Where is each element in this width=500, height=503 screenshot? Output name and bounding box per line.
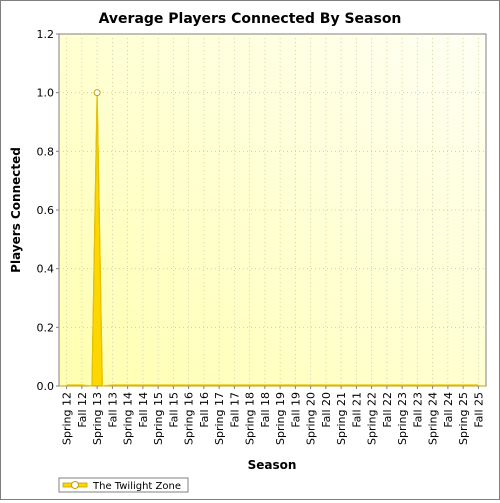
y-tick-label: 0.4 — [37, 263, 55, 276]
x-tick-label: Fall 24 — [442, 392, 455, 428]
y-tick-label: 0.0 — [37, 380, 55, 393]
x-tick-label: Spring 12 — [61, 392, 74, 445]
x-tick-label: Fall 22 — [381, 392, 394, 428]
x-tick-label: Spring 19 — [274, 392, 287, 445]
x-tick-label: Fall 12 — [76, 392, 89, 428]
y-tick-label: 0.6 — [37, 204, 55, 217]
y-tick-label: 1.0 — [37, 87, 55, 100]
x-tick-label: Spring 25 — [457, 392, 470, 445]
x-tick-label: Fall 25 — [472, 392, 485, 428]
x-axis-label: Season — [248, 458, 297, 472]
legend-box — [58, 477, 189, 493]
x-tick-label: Fall 18 — [259, 392, 272, 428]
x-tick-label: Spring 24 — [427, 392, 440, 445]
x-tick-label: Fall 19 — [289, 392, 302, 428]
series-line — [66, 92, 479, 387]
y-tick-label: 1.2 — [37, 28, 55, 41]
x-tick-label: Fall 21 — [350, 392, 363, 428]
x-tick-label: Spring 16 — [183, 392, 196, 445]
plot-area — [58, 33, 487, 387]
x-tick-label: Fall 23 — [411, 392, 424, 428]
x-tick-label: Spring 15 — [152, 392, 165, 445]
x-tick-label: Spring 17 — [213, 392, 226, 445]
legend-marker — [71, 481, 79, 489]
legend: The Twilight Zone — [58, 477, 189, 493]
x-tick-label: Spring 14 — [122, 392, 135, 445]
y-tick-label: 0.2 — [37, 321, 55, 334]
x-tick-label: Fall 13 — [106, 392, 119, 428]
x-tick-label: Fall 17 — [228, 392, 241, 428]
x-tick-label: Spring 22 — [366, 392, 379, 445]
x-tick-label: Spring 21 — [335, 392, 348, 445]
legend-label: The Twilight Zone — [92, 481, 181, 492]
x-tick-label: Spring 13 — [91, 392, 104, 445]
chart-title: Average Players Connected By Season — [99, 11, 402, 27]
y-tick-label: 0.8 — [37, 145, 55, 158]
x-tick-label: Spring 20 — [305, 392, 318, 445]
series-area-layer — [59, 89, 486, 387]
x-tick-label: Fall 14 — [137, 392, 150, 428]
x-axis-ticks: Spring 12 Fall 12 Spring 13 Fall 13 Spring 1… — [61, 386, 485, 445]
data-point — [93, 89, 101, 97]
y-axis-ticks: 0.0 0.2 0.4 0.6 0.8 1.0 1.2 — [37, 28, 59, 393]
x-tick-label: Spring 18 — [244, 392, 257, 445]
x-tick-label: Spring 23 — [396, 392, 409, 445]
y-axis-label: Players Connected — [9, 147, 23, 273]
x-tick-label: Fall 20 — [320, 392, 333, 428]
x-tick-label: Fall 16 — [198, 392, 211, 428]
x-tick-label: Fall 15 — [167, 392, 180, 428]
